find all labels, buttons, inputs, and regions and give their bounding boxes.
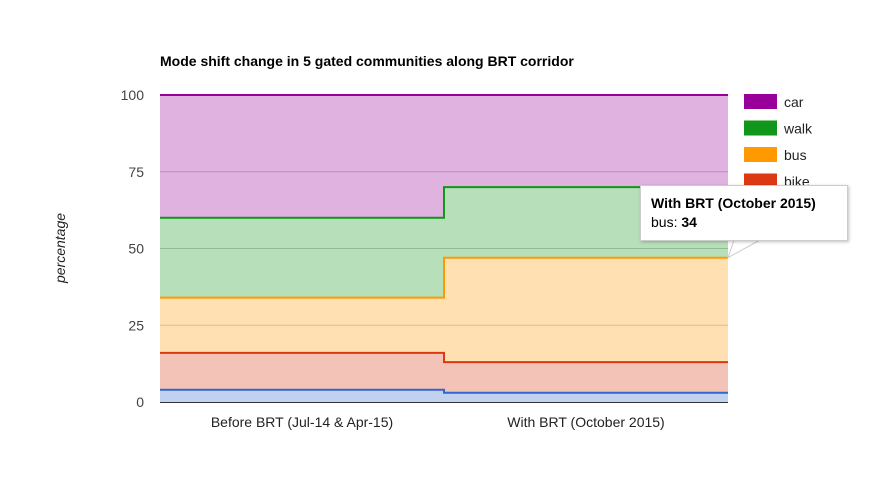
tooltip-separator: : [673, 214, 682, 230]
area-other [160, 389, 728, 402]
line-walk [160, 186, 728, 219]
legend-swatch-bike [744, 173, 777, 189]
y-tick-label: 25 [128, 317, 144, 333]
legend-swatch-walk [744, 120, 777, 136]
area-bus [160, 257, 728, 363]
tooltip-pointer [727, 239, 761, 259]
x-tick-label: Before BRT (Jul-14 & Apr-15) [211, 414, 393, 430]
legend-label-car: car [784, 94, 804, 110]
legend-label-bus: bus [784, 147, 807, 163]
y-tick-label: 0 [136, 394, 144, 410]
tooltip-value: 34 [681, 214, 697, 230]
x-tick-label: With BRT (October 2015) [507, 414, 664, 430]
area-walk [160, 187, 728, 298]
tooltip: With BRT (October 2015) bus: 34 [640, 185, 848, 241]
legend-swatch-bus [744, 147, 777, 162]
y-axis-title: percentage [52, 213, 68, 284]
line-other [160, 388, 728, 394]
y-tick-label: 100 [121, 87, 145, 103]
tooltip-title: With BRT (October 2015) [651, 195, 816, 211]
axes: 0 25 50 75 100 Before BRT (Jul-14 & Apr-15) Wi… [121, 87, 728, 430]
series-lines [160, 94, 728, 394]
y-tick-label: 50 [128, 241, 144, 257]
line-bike [160, 351, 728, 364]
line-bus [160, 256, 728, 299]
y-tick-label: 75 [128, 164, 144, 180]
tooltip-series: bus [651, 214, 674, 230]
chart-title: Mode shift change in 5 gated communities… [160, 53, 574, 69]
legend-swatch-car [744, 94, 777, 109]
legend-label-walk: walk [783, 121, 813, 137]
tooltip-row: bus: 34 [651, 212, 837, 232]
